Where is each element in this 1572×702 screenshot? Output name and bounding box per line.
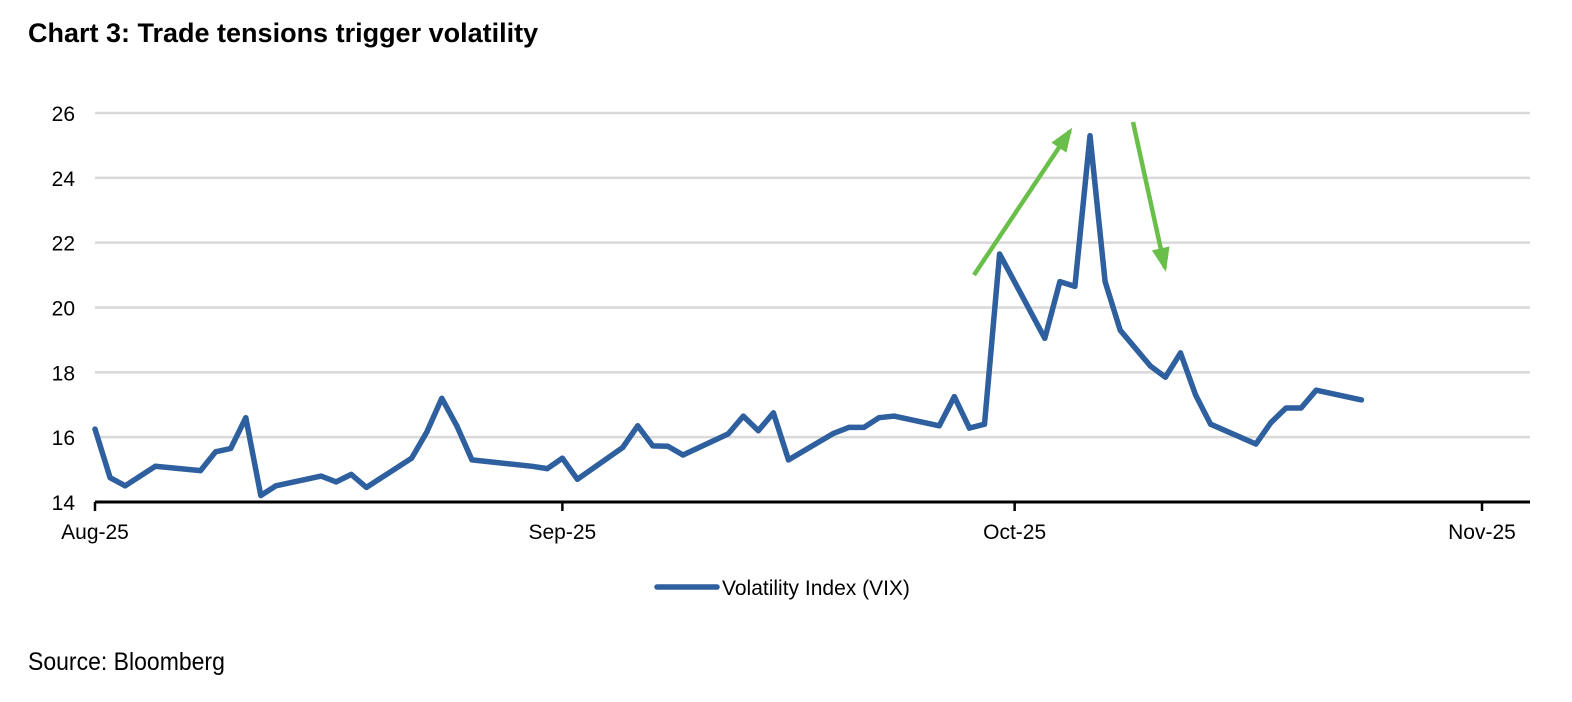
arrow-down-annotation-shaft [1130,121,1168,269]
data-point [981,421,988,427]
data-point [740,413,746,419]
y-tick-label: 18 [52,362,75,385]
x-axis: Aug-25 Sep-25 Oct-25 Nov-25 [61,500,1530,544]
data-point [454,423,460,429]
data-point [363,484,369,490]
data-point [514,462,520,468]
data-point [258,492,264,499]
data-point [770,410,777,416]
data-point [1268,420,1274,426]
y-tick-label: 24 [52,168,76,191]
data-point [951,394,957,400]
data-point [243,415,249,421]
data-point [1177,350,1184,356]
annotations [972,121,1170,277]
x-tick-label: Aug-25 [61,521,129,544]
data-point [997,251,1003,257]
y-tick-label: 26 [52,103,75,126]
data-point [846,424,852,430]
data-point [424,429,430,435]
data-point [1147,363,1153,369]
data-point [620,444,626,451]
x-tick-label: Sep-25 [528,521,596,544]
data-point [544,466,550,472]
data-point [559,455,566,461]
data-point [861,424,867,430]
data-point [1072,283,1078,289]
data-point [137,473,143,479]
data-point [891,413,897,419]
data-point [1102,279,1108,285]
data-point [785,457,792,463]
data-point [635,423,641,429]
data-point [213,449,219,455]
data-point [1193,392,1199,398]
y-tick-label: 22 [52,233,75,256]
series-layer [92,132,1365,499]
arrow-down-annotation [1130,121,1170,272]
y-tick-label: 14 [52,492,76,515]
data-point [529,463,535,469]
data-point [122,483,128,489]
series-line-vix [92,132,1365,499]
data-point [1208,421,1214,427]
chart-title: Chart 3: Trade tensions trigger volatili… [28,18,539,48]
source-note: Source: Bloomberg [28,648,225,676]
data-point [725,431,731,437]
arrow-up-annotation [972,127,1073,277]
data-point [1358,397,1364,403]
y-axis-ticks: 14 16 18 20 22 24 26 [52,103,76,515]
data-point [333,479,339,485]
data-point [469,457,475,463]
data-point [92,426,98,432]
data-point [439,395,445,401]
data-point [680,452,686,458]
data-point [1042,335,1048,341]
data-point [409,455,415,461]
data-point [831,430,837,436]
data-point [348,471,354,477]
x-tick-label: Oct-25 [983,521,1046,544]
data-point [1313,387,1319,393]
data-point [107,475,113,481]
data-point [574,476,581,482]
gridlines [95,111,1530,439]
data-point [876,415,882,421]
data-point [273,483,279,489]
data-point [318,473,324,479]
data-point [1087,133,1093,139]
legend: Volatility Index (VIX) [654,577,910,600]
x-tick-label: Nov-25 [1448,521,1516,544]
data-point [1117,327,1123,333]
data-point [1283,405,1289,411]
data-point [1057,279,1063,285]
data-point [1253,441,1259,447]
data-point [1162,374,1168,380]
arrow-down-annotation-head [1151,246,1170,272]
data-point [228,445,234,452]
data-point [966,425,973,431]
arrow-up-annotation-head [1051,127,1073,153]
data-point [1298,405,1304,411]
data-point [755,428,761,434]
arrow-up-annotation-shaft [972,129,1072,277]
data-point [650,443,656,449]
data-point [197,468,204,474]
data-point [665,443,671,449]
y-tick-label: 16 [52,427,75,450]
y-tick-label: 20 [52,298,75,321]
legend-label-vix: Volatility Index (VIX) [722,577,910,600]
data-point [152,463,158,469]
data-point [936,423,942,429]
